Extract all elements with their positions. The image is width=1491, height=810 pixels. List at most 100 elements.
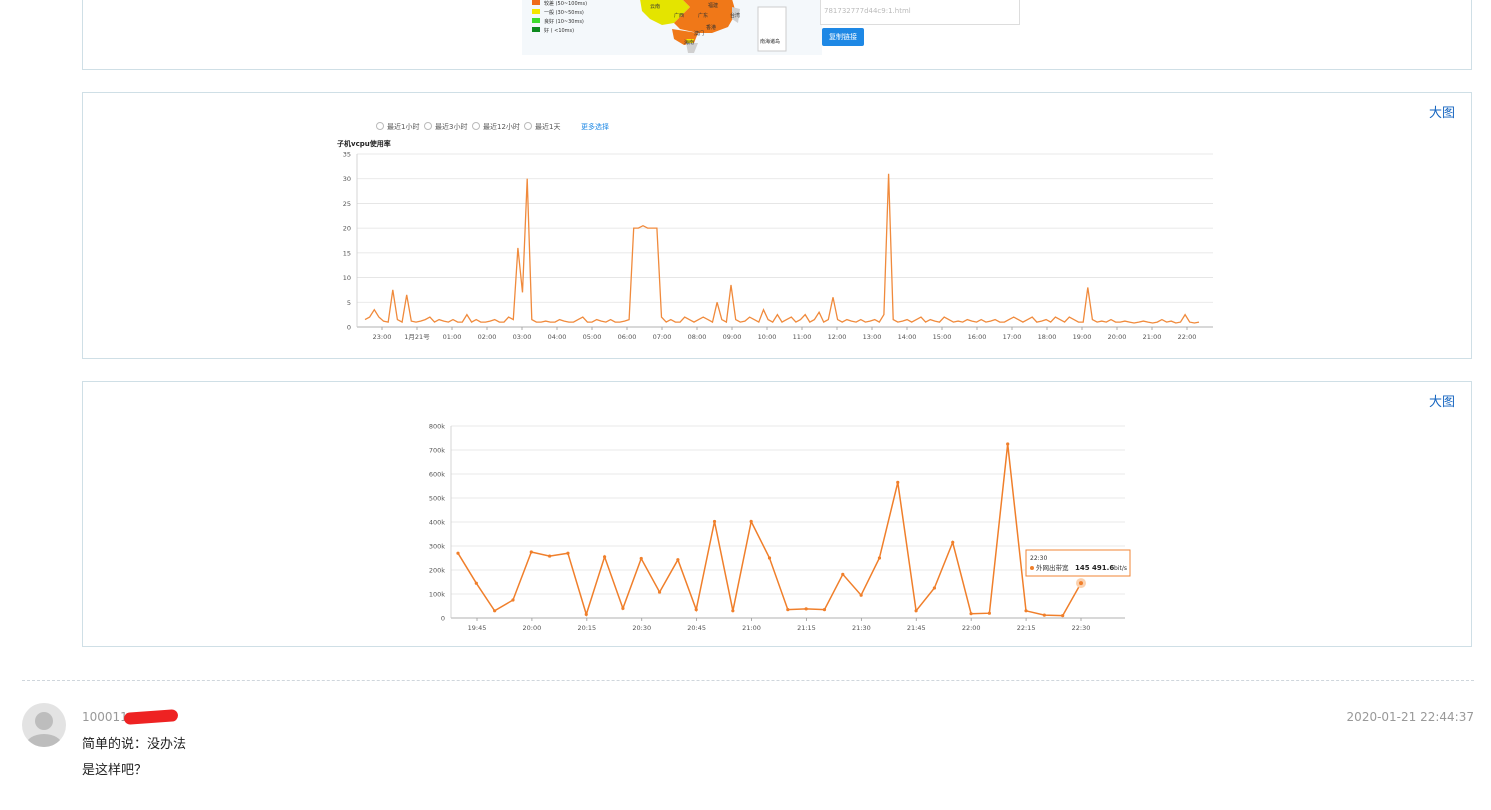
data-point[interactable] [548, 554, 552, 558]
data-point[interactable] [676, 558, 680, 562]
data-point[interactable] [877, 556, 882, 560]
data-point[interactable] [621, 606, 625, 610]
data-point[interactable] [694, 608, 698, 612]
x-tick-label: 05:00 [583, 333, 602, 341]
data-point[interactable] [932, 586, 937, 590]
option-label: 最近3小时 [435, 122, 467, 131]
bandwidth-chart-svg: 800k 700k 600k 500k 400k 300k 200k 100k 0 19:45 2… [429, 423, 1131, 632]
data-point[interactable] [511, 598, 515, 602]
data-point[interactable] [1076, 578, 1086, 589]
x-tick-label: 21:15 [797, 624, 816, 632]
option-label: 最近12小时 [483, 122, 520, 131]
data-point[interactable] [602, 555, 607, 559]
y-tick-label: 400k [429, 519, 445, 527]
x-tick-label: 23:00 [373, 333, 392, 341]
x-tick-label: 10:00 [758, 333, 777, 341]
y-tick-label: 0 [441, 615, 445, 623]
data-point[interactable] [1061, 614, 1065, 618]
radio-option-1[interactable] [376, 122, 384, 130]
legend-label-3: 好 ( <10ms) [544, 27, 574, 34]
data-point[interactable] [786, 608, 790, 612]
data-point[interactable] [456, 551, 460, 555]
radio-option-3[interactable] [472, 122, 480, 130]
x-tick-label: 21:45 [907, 624, 926, 632]
data-point[interactable] [474, 581, 478, 585]
x-tick-label: 17:00 [1003, 333, 1022, 341]
x-tick-label: 04:00 [548, 333, 567, 341]
data-point[interactable] [657, 590, 662, 594]
place-label: 福建 [708, 2, 718, 9]
data-point[interactable] [914, 609, 918, 613]
link-textarea[interactable]: 781732777d44c9:1.html [820, 0, 1020, 25]
data-point[interactable] [1024, 609, 1028, 613]
user-avatar-icon [26, 712, 62, 747]
avatar[interactable] [22, 703, 66, 747]
x-tick-label: 07:00 [653, 333, 672, 341]
x-tick-label: 22:00 [1178, 333, 1197, 341]
tooltip-unit: bit/s [1114, 565, 1127, 572]
tooltip-value: 145 491.6 [1075, 564, 1114, 572]
copy-link-button[interactable]: 复制链接 [822, 28, 864, 46]
comment-username[interactable]: 100011 [82, 710, 128, 724]
cpu-chart-panel: 大图 最近1小时 最近3小时 最近12小时 最近1天 更多选择 子机vcpu使用… [82, 92, 1472, 359]
tooltip-series: 外网出带宽 [1036, 563, 1069, 572]
place-label: 南海诸岛 [760, 38, 780, 45]
legend-label-1: 一般 (30~50ms) [544, 9, 584, 16]
y-tick-label: 15 [343, 249, 351, 257]
big-image-link[interactable]: 大图 [1428, 106, 1455, 121]
data-point[interactable] [1042, 613, 1046, 617]
option-label: 最近1天 [535, 122, 560, 131]
more-options-link[interactable]: 更多选择 [581, 122, 609, 131]
data-point[interactable] [749, 519, 753, 524]
data-point[interactable] [822, 608, 827, 612]
y-tick-label: 300k [429, 543, 445, 551]
comment-line: 简单的说：没办法 [82, 737, 187, 752]
x-tick-label: 15:00 [933, 333, 952, 341]
place-label: 台湾 [730, 12, 740, 19]
data-point[interactable] [731, 609, 735, 613]
radio-option-2[interactable] [424, 122, 432, 130]
cpu-chart-screenshot: 最近1小时 最近3小时 最近12小时 最近1天 更多选择 子机vcpu使用率 3… [335, 119, 1219, 349]
tooltip-time: 22:30 [1030, 555, 1047, 562]
place-label: 海南 [684, 39, 694, 46]
data-point[interactable] [987, 611, 991, 615]
data-point[interactable] [639, 556, 643, 561]
x-tick-label: 16:00 [968, 333, 987, 341]
x-tick-label: 06:00 [618, 333, 637, 341]
y-tick-label: 100k [429, 591, 445, 599]
bandwidth-series-line [457, 443, 1082, 617]
data-point[interactable] [493, 609, 497, 613]
link-text: 781732777d44c9:1.html [824, 7, 911, 15]
y-tick-label: 700k [429, 447, 445, 455]
data-point[interactable] [584, 612, 588, 616]
y-tick-label: 35 [343, 151, 351, 159]
x-tick-label: 11:00 [793, 333, 812, 341]
data-point[interactable] [529, 550, 533, 554]
x-tick-label: 20:45 [687, 624, 706, 632]
data-point[interactable] [767, 556, 772, 560]
y-tick-label: 800k [429, 423, 445, 431]
y-tick-label: 5 [347, 299, 351, 307]
data-point[interactable] [841, 572, 845, 576]
copy-link-label: 复制链接 [829, 33, 857, 41]
y-tick-label: 600k [429, 471, 445, 479]
data-point[interactable] [804, 607, 808, 611]
data-point[interactable] [969, 612, 973, 616]
data-point[interactable] [951, 540, 955, 544]
latency-map-svg: 较差 (50~100ms) 一般 (30~50ms) 良好 (10~30ms) … [532, 0, 787, 53]
legend-swatch-0 [532, 0, 540, 5]
data-point[interactable] [859, 593, 863, 597]
cpu-chart-svg: 最近1小时 最近3小时 最近12小时 最近1天 更多选择 子机vcpu使用率 3… [337, 122, 1213, 341]
x-tick-label: 20:30 [632, 624, 651, 632]
data-point[interactable] [712, 519, 717, 524]
data-point[interactable] [1006, 442, 1010, 446]
data-point[interactable] [896, 480, 900, 484]
data-point[interactable] [566, 551, 570, 555]
y-tick-label: 25 [343, 200, 351, 208]
big-image-link[interactable]: 大图 [1428, 395, 1455, 410]
x-tick-label: 08:00 [688, 333, 707, 341]
x-tick-label: 03:00 [513, 333, 532, 341]
radio-option-4[interactable] [524, 122, 532, 130]
x-tick-label: 21:00 [1143, 333, 1162, 341]
y-tick-label: 30 [343, 175, 351, 183]
